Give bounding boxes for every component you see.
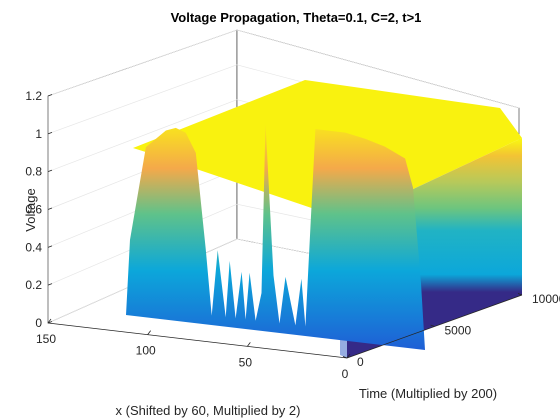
voltage-tick-label: 0.8 <box>25 165 42 179</box>
voltage-tick-mark <box>47 169 53 173</box>
time-tick-label: 5000 <box>445 324 472 338</box>
x-axis-line <box>47 322 348 359</box>
voltage-tick-mark <box>47 131 53 135</box>
time-tick-mark <box>430 324 435 327</box>
voltage-tick-label: 0.6 <box>25 203 42 217</box>
voltage-axis-label: Voltage <box>23 188 38 231</box>
voltage-grid-line <box>236 29 520 109</box>
x-tick-label: 0 <box>342 367 349 381</box>
time-axis-label: Time (Multiplied by 200) <box>359 386 497 401</box>
voltage-tick-label: 0 <box>35 316 42 330</box>
voltage-tick-label: 0.2 <box>25 278 42 292</box>
axis-ticks: 00.20.40.60.811.21501005000500010000 <box>25 89 560 381</box>
voltage-tick-label: 1 <box>35 127 42 141</box>
x-tick-mark <box>47 318 52 324</box>
surface-front-profile <box>126 123 425 350</box>
x-tick-label: 100 <box>136 344 156 358</box>
voltage-tick-label: 0.4 <box>25 240 42 254</box>
voltage-tick-mark <box>47 283 53 286</box>
time-tick-label: 10000 <box>532 292 560 306</box>
x-tick-label: 150 <box>36 332 56 346</box>
voltage-tick-mark <box>47 245 53 248</box>
voltage-surface <box>126 80 522 358</box>
x-tick-mark <box>346 353 351 359</box>
x-tick-mark <box>247 342 251 347</box>
voltage-tick-label: 1.2 <box>25 89 42 103</box>
x-tick-mark <box>147 330 151 335</box>
voltage-grid-line <box>47 29 238 97</box>
time-tick-label: 0 <box>357 355 364 369</box>
chart-title: Voltage Propagation, Theta=0.1, C=2, t>1 <box>171 10 422 25</box>
x-tick-label: 50 <box>239 355 253 369</box>
voltage-grid-line <box>47 64 238 135</box>
time-tick-mark <box>342 356 348 359</box>
voltage-tick-mark <box>47 207 53 210</box>
x-axis-label: x (Shifted by 60, Multiplied by 2) <box>116 403 301 418</box>
voltage-tick-mark <box>47 94 53 97</box>
time-tick-mark <box>517 293 523 296</box>
voltage-grid-line <box>47 99 238 172</box>
